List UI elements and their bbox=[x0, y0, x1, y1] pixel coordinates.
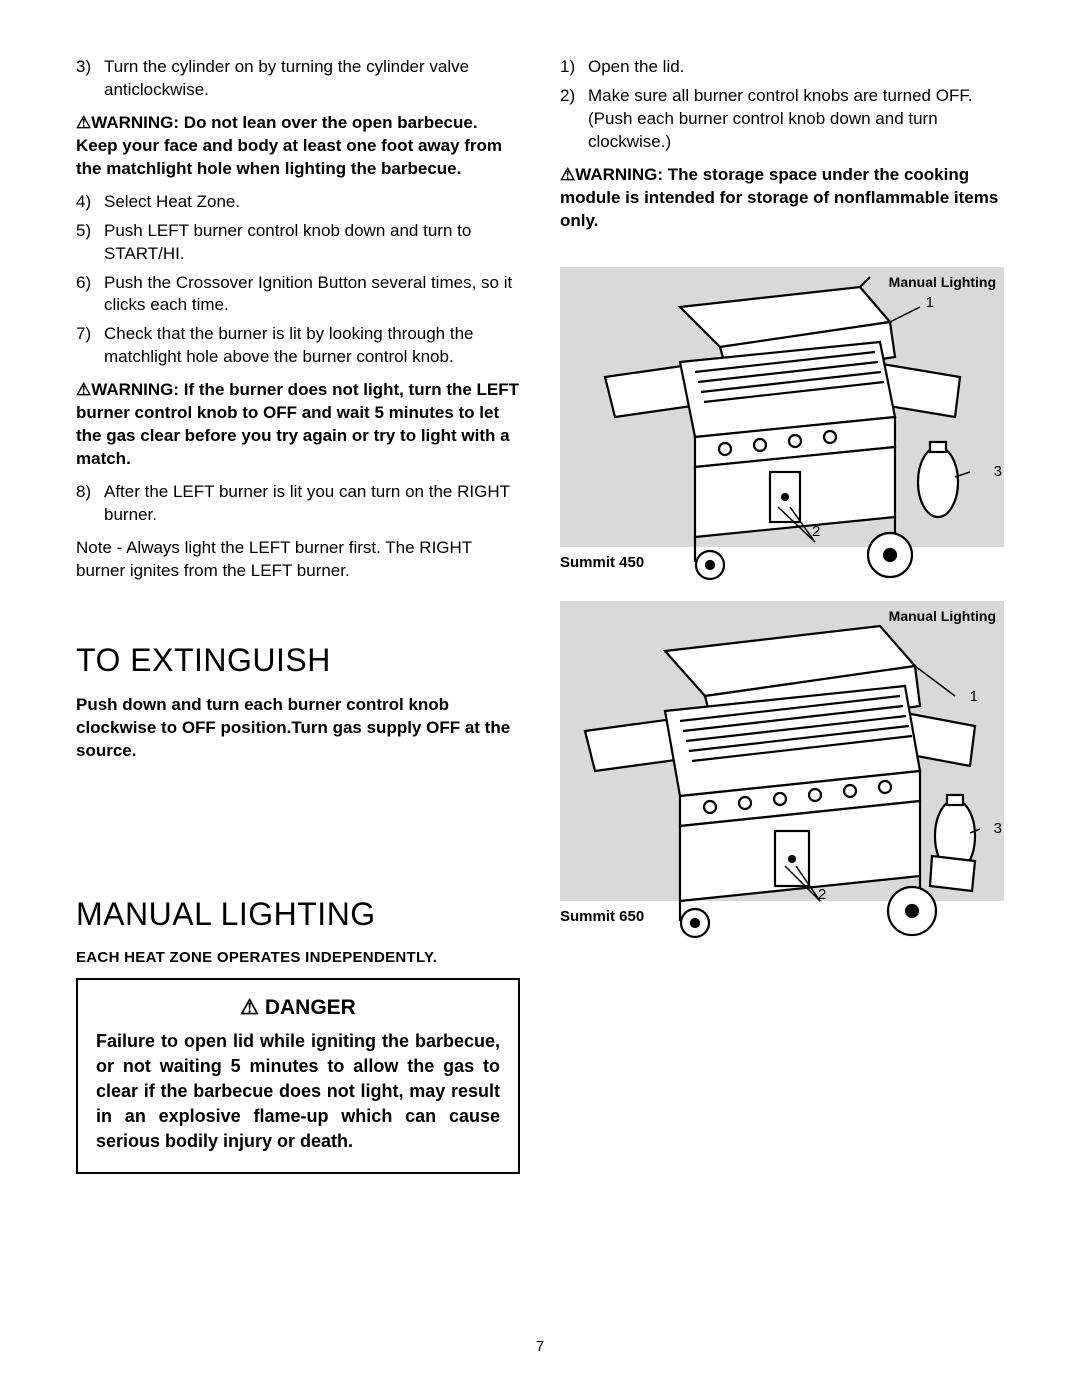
step-text: Check that the burner is lit by looking … bbox=[104, 323, 520, 369]
step-number: 5) bbox=[76, 220, 104, 266]
step-text: Select Heat Zone. bbox=[104, 191, 520, 214]
step-item: 1) Open the lid. bbox=[560, 56, 1004, 79]
heading-manual-lighting: MANUAL LIGHTING bbox=[76, 893, 520, 936]
warning-right: ⚠WARNING: The storage space under the co… bbox=[560, 164, 1004, 233]
step-text: After the LEFT burner is lit you can tur… bbox=[104, 481, 520, 527]
step-text: Make sure all burner control knobs are t… bbox=[588, 85, 1004, 154]
danger-body: Failure to open lid while igniting the b… bbox=[96, 1029, 500, 1155]
step-item: 8) After the LEFT burner is lit you can … bbox=[76, 481, 520, 527]
step-item: 6) Push the Crossover Ignition Button se… bbox=[76, 272, 520, 318]
steps-list-b: 4) Select Heat Zone. 5) Push LEFT burner… bbox=[76, 191, 520, 370]
steps-list-right: 1) Open the lid. 2) Make sure all burner… bbox=[560, 56, 1004, 154]
danger-title: ⚠ DANGER bbox=[96, 994, 500, 1022]
step-text: Push the Crossover Ignition Button sever… bbox=[104, 272, 520, 318]
steps-list-a: 3) Turn the cylinder on by turning the c… bbox=[76, 56, 520, 102]
warning-2: ⚠WARNING: If the burner does not light, … bbox=[76, 379, 520, 471]
step-item: 7) Check that the burner is lit by looki… bbox=[76, 323, 520, 369]
two-column-layout: 3) Turn the cylinder on by turning the c… bbox=[76, 56, 1004, 1174]
figures-wrap: Manual Lighting bbox=[560, 267, 1004, 928]
callout-2: 2 bbox=[818, 885, 826, 905]
extinguish-body: Push down and turn each burner control k… bbox=[76, 694, 520, 763]
step-item: 4) Select Heat Zone. bbox=[76, 191, 520, 214]
step-number: 3) bbox=[76, 56, 104, 102]
warning-1: ⚠WARNING: Do not lean over the open barb… bbox=[76, 112, 520, 181]
step-number: 7) bbox=[76, 323, 104, 369]
step-item: 3) Turn the cylinder on by turning the c… bbox=[76, 56, 520, 102]
heading-extinguish: TO EXTINGUISH bbox=[76, 639, 520, 682]
step-number: 4) bbox=[76, 191, 104, 214]
figure-summit-450: Manual Lighting bbox=[560, 267, 1004, 573]
subhead-independent: EACH HEAT ZONE OPERATES INDEPENDENTLY. bbox=[76, 948, 520, 968]
column-left: 3) Turn the cylinder on by turning the c… bbox=[76, 56, 520, 1174]
danger-box: ⚠ DANGER Failure to open lid while ignit… bbox=[76, 978, 520, 1174]
callout-1: 1 bbox=[970, 687, 978, 707]
step-text: Open the lid. bbox=[588, 56, 1004, 79]
callout-1: 1 bbox=[926, 293, 934, 313]
figure-summit-650: Manual Lighting bbox=[560, 601, 1004, 927]
step-number: 1) bbox=[560, 56, 588, 79]
steps-list-c: 8) After the LEFT burner is lit you can … bbox=[76, 481, 520, 527]
step-number: 8) bbox=[76, 481, 104, 527]
step-number: 6) bbox=[76, 272, 104, 318]
step-text: Turn the cylinder on by turning the cyli… bbox=[104, 56, 520, 102]
figure-bg: Manual Lighting bbox=[560, 267, 1004, 547]
callout-2: 2 bbox=[812, 522, 820, 542]
step-item: 5) Push LEFT burner control knob down an… bbox=[76, 220, 520, 266]
step-text: Push LEFT burner control knob down and t… bbox=[104, 220, 520, 266]
page-number: 7 bbox=[0, 1337, 1080, 1357]
step-item: 2) Make sure all burner control knobs ar… bbox=[560, 85, 1004, 154]
step-number: 2) bbox=[560, 85, 588, 154]
callout-3: 3 bbox=[994, 819, 1002, 839]
grill-illustration-icon bbox=[560, 601, 1000, 941]
column-right: 1) Open the lid. 2) Make sure all burner… bbox=[560, 56, 1004, 1174]
figure-bg: Manual Lighting bbox=[560, 601, 1004, 901]
note-text: Note - Always light the LEFT burner firs… bbox=[76, 537, 520, 583]
callout-3: 3 bbox=[994, 462, 1002, 482]
grill-illustration-icon bbox=[560, 267, 1000, 587]
